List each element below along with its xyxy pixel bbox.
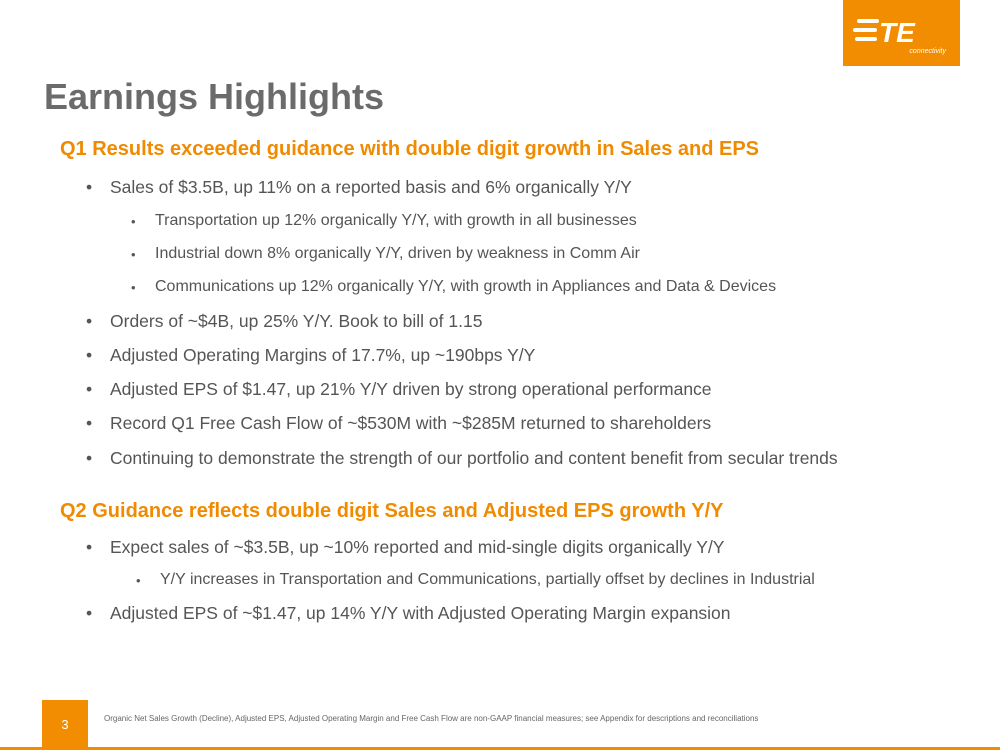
bullet: Adjusted EPS of $1.47, up 21% Y/Y driven… — [86, 379, 712, 400]
bullet: Expect sales of ~$3.5B, up ~10% reported… — [86, 537, 725, 558]
sub-bullet: Communications up 12% organically Y/Y, w… — [131, 278, 776, 296]
bullet: Continuing to demonstrate the strength o… — [86, 448, 838, 469]
bullet: Adjusted Operating Margins of 17.7%, up … — [86, 345, 535, 366]
section-heading: Q2 Guidance reflects double digit Sales … — [60, 500, 724, 522]
page-number: 3 — [42, 700, 88, 748]
section-heading: Q1 Results exceeded guidance with double… — [60, 138, 760, 160]
bullet: Record Q1 Free Cash Flow of ~$530M with … — [86, 413, 711, 434]
logo-tagline: connectivity — [909, 48, 946, 55]
sub-bullet: Transportation up 12% organically Y/Y, w… — [131, 212, 637, 230]
logo-text: TE — [879, 17, 916, 48]
slide-title: Earnings Highlights — [44, 76, 385, 117]
sub-bullet: Industrial down 8% organically Y/Y, driv… — [131, 245, 640, 263]
bullet: Sales of $3.5B, up 11% on a reported bas… — [86, 177, 632, 198]
footer-rule — [0, 747, 1000, 750]
logo: TE connectivity — [843, 0, 960, 66]
bullet: Orders of ~$4B, up 25% Y/Y. Book to bill… — [86, 311, 482, 332]
footnote: Organic Net Sales Growth (Decline), Adju… — [104, 714, 759, 723]
logo-mark: TE connectivity — [853, 17, 946, 55]
sub-bullet: Y/Y increases in Transportation and Comm… — [136, 571, 815, 589]
bullet: Adjusted EPS of ~$1.47, up 14% Y/Y with … — [86, 603, 731, 624]
